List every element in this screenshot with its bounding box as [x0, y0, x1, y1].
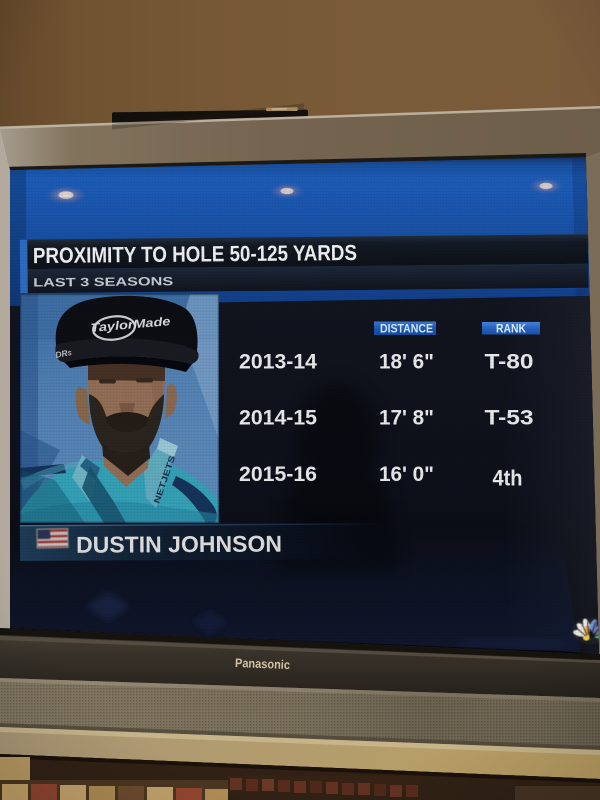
svg-text:Panasonic: Panasonic [235, 656, 291, 672]
